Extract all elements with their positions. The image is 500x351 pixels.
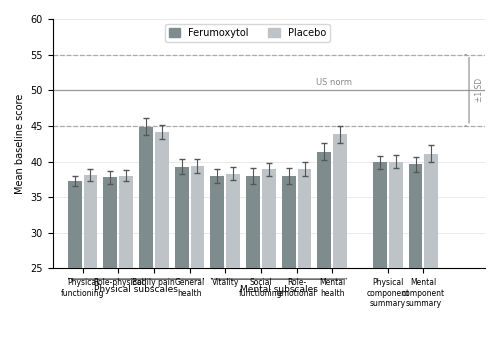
- Bar: [282, 176, 296, 351]
- Bar: [318, 152, 332, 351]
- Bar: [155, 132, 168, 351]
- Bar: [246, 176, 260, 351]
- Bar: [84, 175, 98, 351]
- Bar: [373, 162, 387, 351]
- Y-axis label: Mean baseline score: Mean baseline score: [15, 94, 25, 194]
- Text: Mental subscales: Mental subscales: [240, 285, 318, 294]
- Bar: [389, 161, 402, 351]
- Bar: [139, 127, 153, 351]
- Text: US norm: US norm: [316, 78, 352, 87]
- Bar: [298, 169, 312, 351]
- Bar: [68, 181, 82, 351]
- Bar: [424, 154, 438, 351]
- Bar: [210, 176, 224, 351]
- Text: ±1 SD: ±1 SD: [475, 78, 484, 102]
- Bar: [190, 166, 204, 351]
- Bar: [226, 174, 240, 351]
- Bar: [174, 166, 188, 351]
- Legend: Ferumoxytol, Placebo: Ferumoxytol, Placebo: [165, 24, 330, 42]
- Text: Physical subscales: Physical subscales: [94, 285, 178, 294]
- Bar: [334, 134, 347, 351]
- Bar: [119, 176, 133, 351]
- Bar: [408, 164, 422, 351]
- Bar: [262, 169, 276, 351]
- Bar: [104, 177, 117, 351]
